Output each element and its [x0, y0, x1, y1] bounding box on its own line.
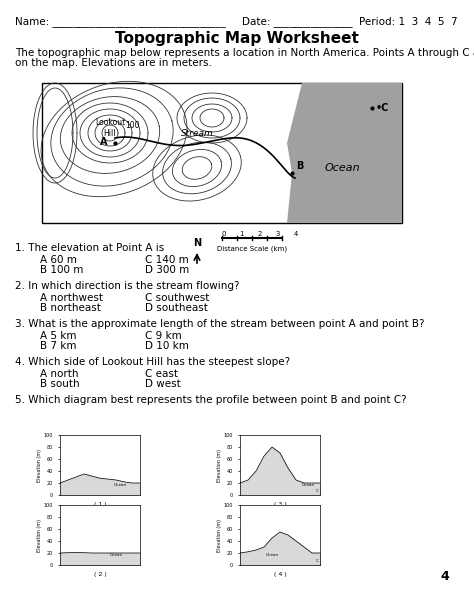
- Text: Name: _________________________________     Date: _______________  Period: 1  3 : Name: _________________________________ …: [15, 16, 457, 27]
- Text: 2. In which direction is the stream flowing?: 2. In which direction is the stream flow…: [15, 281, 239, 291]
- Text: D southeast: D southeast: [145, 303, 208, 313]
- Text: A north: A north: [40, 369, 79, 379]
- Text: on the map. Elevations are in meters.: on the map. Elevations are in meters.: [15, 58, 212, 68]
- Text: ( 1 ): ( 1 ): [94, 502, 106, 507]
- Text: 100: 100: [125, 121, 139, 129]
- Text: C 9 km: C 9 km: [145, 331, 182, 341]
- Text: Ocean: Ocean: [301, 483, 315, 487]
- Text: A 5 km: A 5 km: [40, 331, 76, 341]
- Text: C 140 m: C 140 m: [145, 255, 189, 265]
- Text: 4: 4: [440, 570, 449, 583]
- Text: Distance Scale (km): Distance Scale (km): [217, 245, 287, 251]
- Y-axis label: Elevation (m): Elevation (m): [217, 449, 222, 481]
- Text: Stream: Stream: [181, 129, 213, 137]
- Text: Ocean: Ocean: [324, 163, 360, 173]
- Text: •C: •C: [376, 103, 389, 113]
- Text: B south: B south: [40, 379, 80, 389]
- Text: A northwest: A northwest: [40, 293, 103, 303]
- Text: ( 2 ): ( 2 ): [94, 572, 106, 577]
- Text: C east: C east: [145, 369, 178, 379]
- Text: D 300 m: D 300 m: [145, 265, 189, 275]
- Y-axis label: Elevation (m): Elevation (m): [217, 519, 222, 552]
- Y-axis label: Elevation (m): Elevation (m): [37, 449, 42, 481]
- Text: D 10 km: D 10 km: [145, 341, 189, 351]
- Text: Ocean: Ocean: [113, 483, 127, 487]
- Text: C southwest: C southwest: [145, 293, 210, 303]
- Text: A: A: [100, 137, 107, 147]
- Text: Lookout
Hill: Lookout Hill: [95, 118, 125, 138]
- Polygon shape: [287, 83, 402, 223]
- Y-axis label: Elevation (m): Elevation (m): [37, 519, 42, 552]
- Text: ( 4 ): ( 4 ): [273, 572, 286, 577]
- Bar: [42, 83, 402, 223]
- Text: C: C: [316, 559, 319, 563]
- Text: N: N: [193, 238, 201, 248]
- Text: 1. The elevation at Point A is: 1. The elevation at Point A is: [15, 243, 164, 253]
- Text: D west: D west: [145, 379, 181, 389]
- Text: 3. What is the approximate length of the stream between point A and point B?: 3. What is the approximate length of the…: [15, 319, 425, 329]
- Text: Ocean: Ocean: [265, 553, 279, 557]
- Text: Topographic Map Worksheet: Topographic Map Worksheet: [115, 31, 359, 46]
- Text: 5. Which diagram best represents the profile between point B and point C?: 5. Which diagram best represents the pro…: [15, 395, 407, 405]
- Text: C: C: [316, 489, 319, 493]
- Text: B 100 m: B 100 m: [40, 265, 83, 275]
- Text: B: B: [296, 161, 303, 171]
- Text: The topographic map below represents a location in North America. Points A throu: The topographic map below represents a l…: [15, 48, 474, 58]
- Text: Ocean: Ocean: [109, 553, 123, 557]
- Text: A 60 m: A 60 m: [40, 255, 77, 265]
- Text: ( 3 ): ( 3 ): [273, 502, 286, 507]
- Text: 0      1      2      3      4: 0 1 2 3 4: [222, 231, 298, 237]
- Text: B northeast: B northeast: [40, 303, 101, 313]
- Text: 4. Which side of Lookout Hill has the steepest slope?: 4. Which side of Lookout Hill has the st…: [15, 357, 290, 367]
- Text: B 7 km: B 7 km: [40, 341, 76, 351]
